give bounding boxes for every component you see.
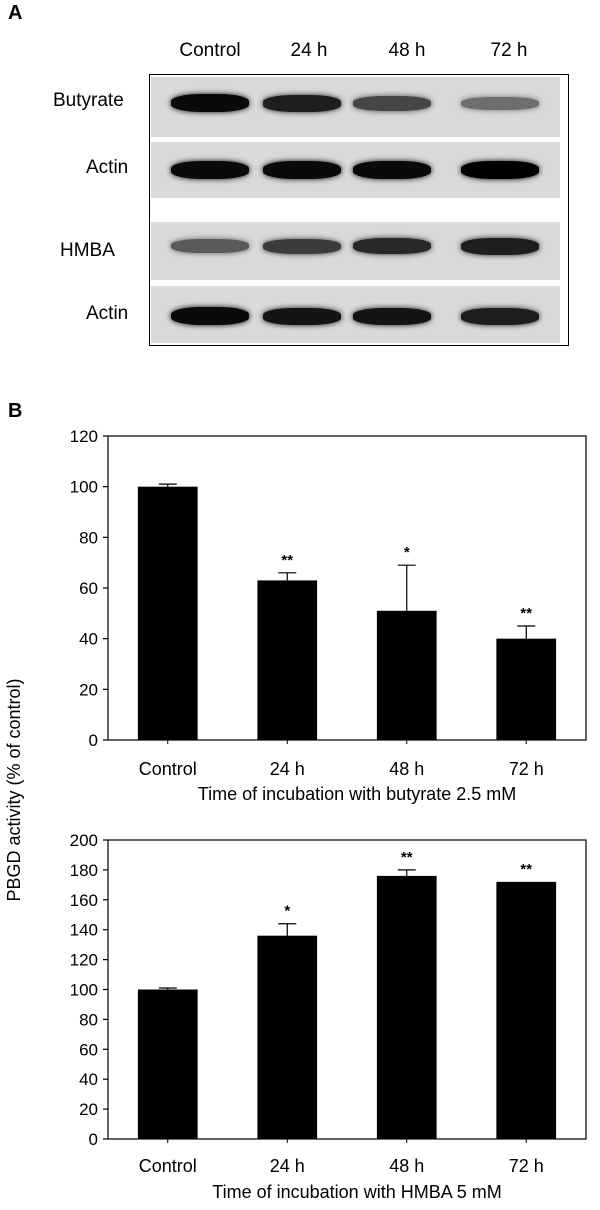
blot-band bbox=[171, 94, 249, 112]
bar bbox=[257, 580, 318, 740]
y-tick-label: 20 bbox=[79, 680, 98, 699]
significance-marker: ** bbox=[520, 605, 532, 622]
y-tick-label: 120 bbox=[70, 427, 98, 446]
y-tick-label: 0 bbox=[89, 731, 98, 750]
blot-band bbox=[353, 238, 431, 254]
lane-label-control: Control bbox=[179, 40, 241, 61]
blot-band bbox=[461, 161, 539, 179]
x-tick-label: 48 h bbox=[389, 1156, 424, 1176]
y-tick-label: 100 bbox=[70, 478, 98, 497]
bar bbox=[376, 875, 437, 1139]
blot-band bbox=[171, 239, 249, 253]
blot-band bbox=[353, 307, 431, 325]
y-tick-label: 60 bbox=[79, 579, 98, 598]
blot-band bbox=[461, 307, 539, 325]
significance-marker: ** bbox=[401, 849, 413, 866]
y-tick-label: 80 bbox=[79, 1010, 98, 1029]
lane-label-48h: 48 h bbox=[388, 40, 426, 61]
row-label-butyrate: Butyrate bbox=[53, 90, 124, 111]
blot-strip bbox=[151, 77, 560, 137]
lane-label-24h: 24 h bbox=[290, 40, 328, 61]
bar bbox=[257, 935, 318, 1139]
bar bbox=[496, 881, 557, 1139]
x-tick-label: Control bbox=[139, 1156, 197, 1176]
significance-marker: ** bbox=[281, 552, 293, 569]
y-tick-label: 40 bbox=[79, 630, 98, 649]
western-blot-frame bbox=[149, 74, 569, 346]
blot-band bbox=[353, 161, 431, 179]
butyrate-chart: 0 20 40 60 80 100 120 Control ** 24 h * 48 h ** 72 h T… bbox=[70, 427, 587, 804]
bar bbox=[496, 638, 557, 740]
y-tick-label: 140 bbox=[70, 921, 98, 940]
x-tick-label: 24 h bbox=[270, 759, 305, 779]
x-tick-label: 48 h bbox=[389, 759, 424, 779]
y-tick-label: 60 bbox=[79, 1040, 98, 1059]
lane-label-72h: 72 h bbox=[490, 40, 528, 61]
panel-a-label: A bbox=[8, 2, 23, 24]
x-axis-label: Time of incubation with butyrate 2.5 mM bbox=[198, 784, 516, 804]
y-tick-label: 20 bbox=[79, 1100, 98, 1119]
blot-band bbox=[171, 161, 249, 179]
bar bbox=[376, 610, 437, 740]
panel-b-label: B bbox=[8, 400, 23, 422]
x-tick-label: 72 h bbox=[509, 1156, 544, 1176]
row-label-hmba: HMBA bbox=[60, 240, 115, 261]
blot-band bbox=[171, 307, 249, 325]
blot-band bbox=[263, 307, 341, 325]
blot-strip bbox=[151, 222, 560, 280]
y-tick-label: 200 bbox=[70, 831, 98, 850]
x-tick-label: 24 h bbox=[270, 1156, 305, 1176]
y-tick-label: 120 bbox=[70, 951, 98, 970]
x-tick-label: Control bbox=[139, 759, 197, 779]
blot-strip bbox=[151, 286, 560, 343]
hmba-chart: 0 20 40 60 80 100 120 140 160 180 200 Control * 24 h *… bbox=[70, 831, 587, 1202]
blot-band bbox=[461, 96, 539, 110]
significance-marker: * bbox=[404, 544, 410, 561]
bar bbox=[137, 486, 198, 740]
y-axis-label: PBGD activity (% of control) bbox=[4, 678, 24, 901]
x-tick-label: 72 h bbox=[509, 759, 544, 779]
y-tick-label: 0 bbox=[89, 1130, 98, 1149]
bar bbox=[137, 989, 198, 1139]
significance-marker: ** bbox=[520, 861, 532, 878]
blot-strip bbox=[151, 142, 560, 198]
y-tick-label: 180 bbox=[70, 861, 98, 880]
y-tick-label: 100 bbox=[70, 981, 98, 1000]
significance-marker: * bbox=[284, 903, 290, 920]
blot-band bbox=[263, 94, 341, 112]
y-tick-label: 80 bbox=[79, 528, 98, 547]
blot-band bbox=[263, 161, 341, 179]
blot-band bbox=[461, 237, 539, 255]
blot-band bbox=[353, 95, 431, 111]
y-tick-label: 160 bbox=[70, 891, 98, 910]
x-axis-label: Time of incubation with HMBA 5 mM bbox=[212, 1182, 501, 1202]
row-label-actin-1: Actin bbox=[86, 157, 129, 178]
blot-band bbox=[263, 238, 341, 254]
row-label-actin-2: Actin bbox=[86, 303, 129, 324]
y-tick-label: 40 bbox=[79, 1070, 98, 1089]
